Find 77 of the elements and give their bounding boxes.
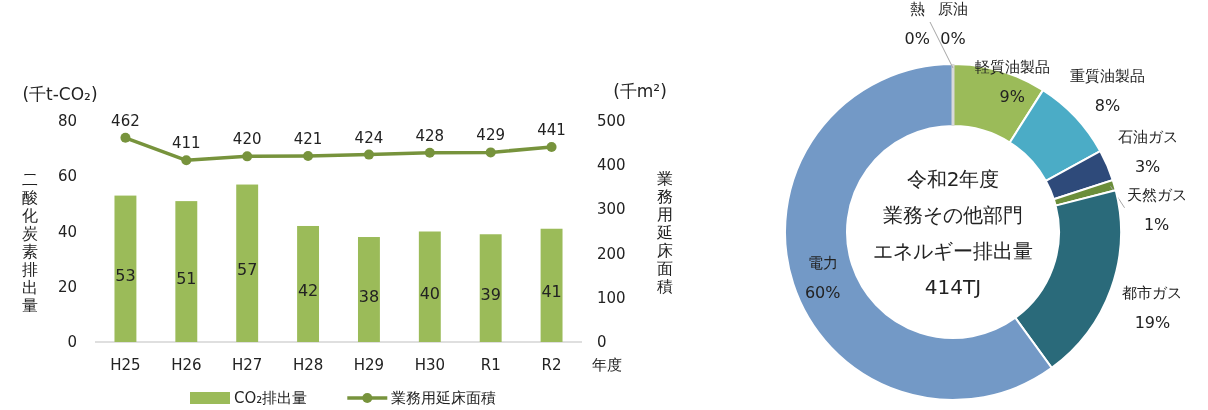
data-label: 9% [999,87,1025,106]
data-label: 428 [415,126,445,145]
data-label: 411 [171,134,201,153]
y-axis-title: 二酸化炭素排出量 [22,169,38,315]
data-label: 421 [293,129,323,148]
text: 令和2年度 [906,167,1000,191]
bar [175,201,198,342]
text: 0% [904,29,930,48]
slice-label: 天然ガス [1126,185,1187,204]
data-label: 462 [111,111,140,130]
text: 業務その他部門 [883,203,1023,227]
y-tick-label: 40 [57,222,77,241]
y-tick-label: 0 [67,333,77,351]
bar [357,237,380,342]
data-label: 3% [1134,156,1161,176]
y2-tick-label: 300 [597,200,626,219]
slice-label: 重質油製品 [1070,66,1146,85]
x-tick-label: H29 [353,356,385,374]
data-label: 53 [115,265,136,285]
data-label: 42 [297,280,319,300]
bar [297,225,320,342]
y2-tick-label: 400 [597,156,626,175]
text: (千m²) [613,81,667,101]
slice-label: 石油ガス [1117,127,1178,146]
data-label: 51 [176,268,197,288]
bar [114,195,137,342]
x-axis-title: 年度 [592,356,622,374]
y-tick-label: 80 [57,112,77,130]
point [546,142,557,153]
data-label: 441 [537,121,566,140]
legend-label: 業務用延床面積 [391,389,497,407]
data-label: 424 [354,128,384,147]
data-label: 57 [237,260,258,280]
data-label: 19% [1134,312,1171,332]
point [424,147,435,158]
bar [540,228,563,342]
data-label: 429 [476,126,506,145]
y2-tick-label: 200 [597,244,626,263]
y-tick-label: 60 [57,167,77,186]
point [363,149,374,160]
y-tick-label: 20 [57,277,77,296]
data-label: 1% [1143,214,1170,234]
category-label: 熱 [909,0,925,18]
data-label: 8% [1094,95,1121,115]
text: 414TJ [924,275,982,299]
data-label: 38 [358,286,380,306]
data-label: 40 [419,283,440,303]
text: (千t-CO₂) [22,84,98,104]
text: エネルギー排出量 [873,239,1033,263]
point [181,155,192,166]
x-tick-label: H27 [232,356,263,374]
bar [479,234,502,342]
x-tick-label: H30 [414,356,445,374]
x-tick-label: H28 [292,356,324,374]
y2-tick-label: 0 [597,333,607,351]
point [242,151,253,162]
point [485,147,496,158]
point [303,150,314,161]
category-label: 原油 [938,0,968,18]
point [120,132,131,143]
bar [236,184,259,342]
x-tick-label: H26 [171,356,202,374]
x-tick-label: R1 [480,356,501,374]
text: 0% [940,29,966,48]
y2-tick-label: 500 [597,112,626,130]
slice-label: 都市ガス [1122,283,1183,302]
data-label: 39 [480,285,501,305]
x-tick-label: H25 [110,356,141,374]
y2-axis-title: 業務用延床面積 [656,168,673,296]
data-label: 41 [541,282,562,302]
bar [418,231,441,342]
data-label: 60% [804,283,841,303]
y2-tick-label: 100 [597,288,626,307]
x-tick-label: R2 [541,356,562,374]
legend-label: CO₂排出量 [234,389,308,407]
slice-label: 電力 [807,254,838,273]
data-label: 420 [232,130,262,149]
